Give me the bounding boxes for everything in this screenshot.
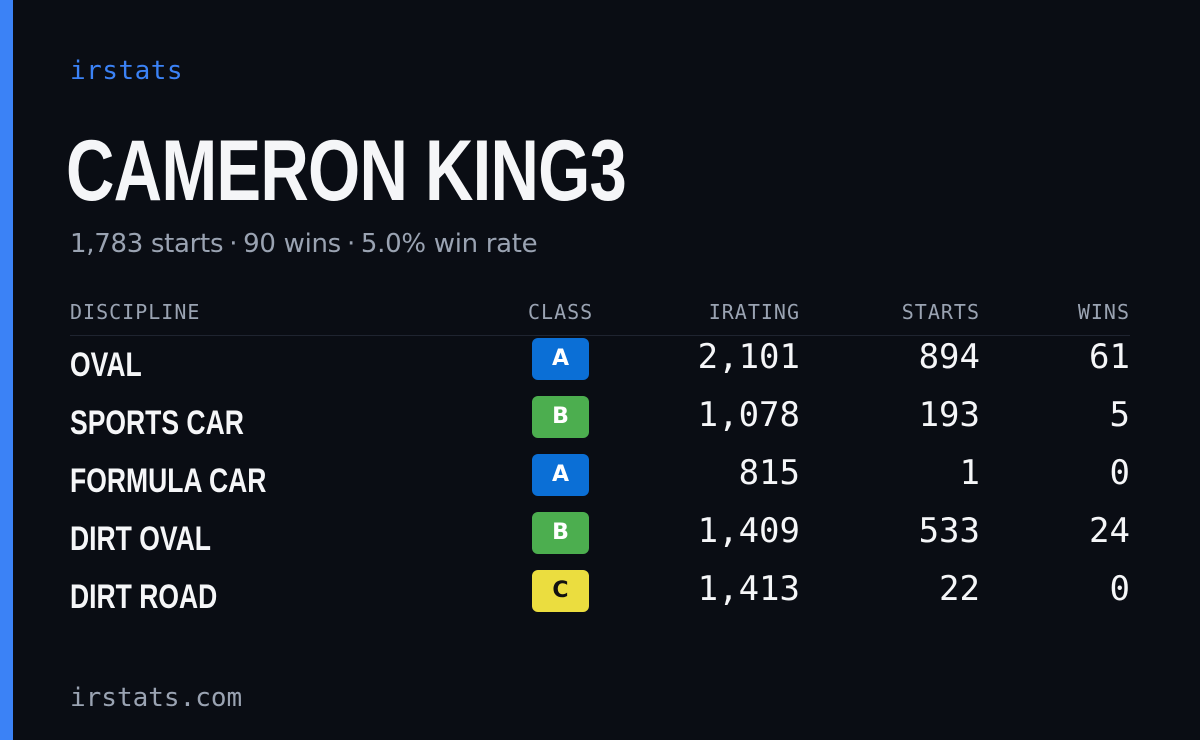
wins-value: 5: [1109, 395, 1130, 435]
starts-value: 533: [918, 511, 980, 551]
table-row: DIRT OVAL B 1,409 533 24: [70, 510, 1130, 568]
total-wins: 90 wins: [243, 229, 341, 259]
table-row: DIRT ROAD C 1,413 22 0: [70, 568, 1130, 626]
license-table: DISCIPLINE CLASS IRATING STARTS WINS OVA…: [70, 298, 1130, 626]
table-row: SPORTS CAR B 1,078 193 5: [70, 394, 1130, 452]
wins-value: 0: [1109, 453, 1130, 493]
wins-value: 24: [1089, 511, 1130, 551]
wins-value: 0: [1109, 569, 1130, 609]
table-header: DISCIPLINE CLASS IRATING STARTS WINS: [70, 298, 1130, 336]
irating-value: 1,409: [697, 511, 800, 551]
discipline-name: DIRT OVAL: [70, 520, 211, 558]
summary-separator: ·: [229, 229, 238, 259]
header-class: CLASS: [528, 300, 594, 324]
table-row: OVAL A 2,101 894 61: [70, 336, 1130, 394]
discipline-name: OVAL: [70, 346, 142, 384]
header-wins: WINS: [1077, 300, 1130, 324]
brand-logo[interactable]: irstats: [70, 56, 184, 86]
class-badge: A: [532, 454, 589, 496]
starts-value: 894: [918, 337, 980, 377]
wins-value: 61: [1089, 337, 1130, 377]
irating-value: 815: [738, 453, 800, 493]
table-row: FORMULA CAR A 815 1 0: [70, 452, 1130, 510]
win-rate: 5.0% win rate: [360, 229, 538, 259]
class-badge: C: [532, 570, 589, 612]
irating-value: 1,413: [697, 569, 800, 609]
footer-url[interactable]: irstats.com: [70, 683, 243, 713]
discipline-name: FORMULA CAR: [70, 462, 267, 500]
header-starts: STARTS: [901, 300, 980, 324]
class-badge: A: [532, 338, 589, 380]
driver-summary: 1,783 starts · 90 wins · 5.0% win rate: [70, 229, 538, 259]
header-discipline: DISCIPLINE: [70, 300, 201, 324]
class-badge: B: [532, 512, 589, 554]
class-badge: B: [532, 396, 589, 438]
starts-value: 1: [959, 453, 980, 493]
starts-value: 22: [939, 569, 980, 609]
discipline-name: SPORTS CAR: [70, 404, 244, 442]
irating-value: 2,101: [697, 337, 800, 377]
accent-bar: [0, 0, 13, 740]
starts-value: 193: [918, 395, 980, 435]
header-irating: IRATING: [708, 300, 800, 324]
driver-name: CAMERON KING3: [66, 123, 627, 219]
discipline-name: DIRT ROAD: [70, 578, 218, 616]
irating-value: 1,078: [697, 395, 800, 435]
total-starts: 1,783 starts: [70, 229, 224, 259]
summary-separator: ·: [346, 229, 355, 259]
